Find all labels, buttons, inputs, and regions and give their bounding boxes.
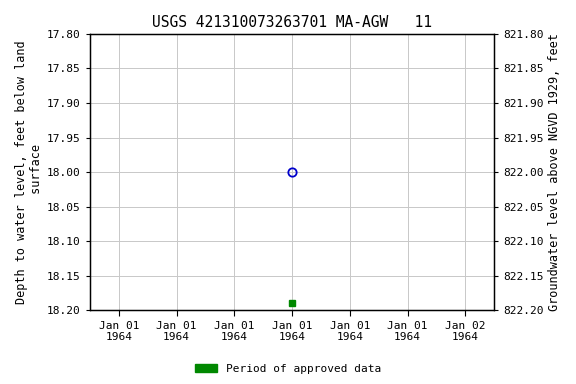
Y-axis label: Depth to water level, feet below land
 surface: Depth to water level, feet below land su… [15,40,43,304]
Legend: Period of approved data: Period of approved data [191,359,385,379]
Y-axis label: Groundwater level above NGVD 1929, feet: Groundwater level above NGVD 1929, feet [548,33,561,311]
Title: USGS 421310073263701 MA-AGW   11: USGS 421310073263701 MA-AGW 11 [152,15,432,30]
